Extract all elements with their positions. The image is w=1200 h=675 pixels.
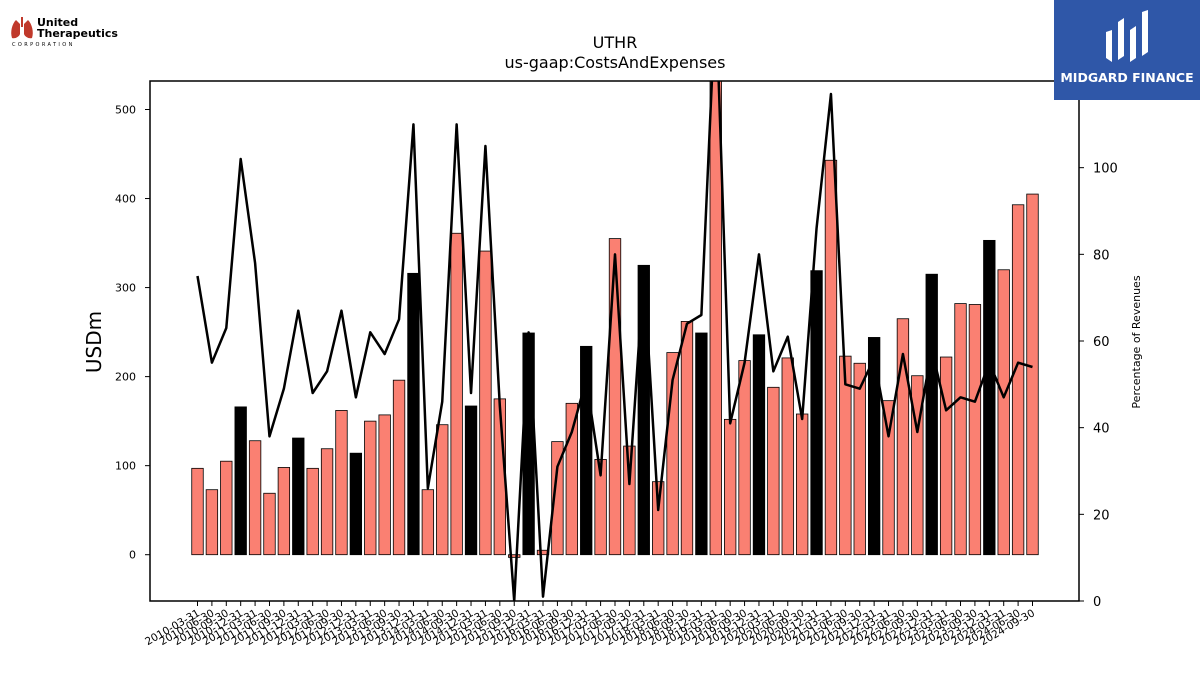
bar	[954, 303, 967, 556]
bar	[810, 270, 823, 556]
bar	[824, 159, 838, 556]
bar	[896, 318, 910, 556]
lungs-icon: United Therapeutics CORPORATION	[11, 16, 118, 48]
logo-line1: United	[37, 16, 78, 29]
bar	[997, 269, 1010, 556]
y2-tick-label: 100	[1093, 162, 1118, 177]
bar	[378, 414, 391, 556]
bar	[781, 357, 794, 556]
bar	[479, 250, 492, 556]
bar	[508, 554, 521, 558]
bar	[724, 418, 737, 556]
logo-line2: Therapeutics	[37, 27, 118, 40]
y2-axis-label: Percentage of Revenues	[1130, 275, 1143, 408]
bar	[752, 334, 766, 556]
bar	[436, 424, 449, 556]
bar	[277, 467, 291, 556]
bar	[306, 467, 319, 556]
chart-title: UTHR	[593, 33, 638, 52]
bar	[867, 337, 881, 556]
midgard-mark-icon	[1106, 10, 1148, 62]
bar	[335, 410, 348, 556]
bar	[551, 441, 564, 556]
bar	[983, 239, 996, 556]
bar	[320, 448, 334, 556]
bar	[623, 445, 636, 556]
bar	[191, 467, 204, 556]
bar	[220, 460, 233, 556]
bar	[580, 345, 593, 556]
y2-tick-label: 80	[1093, 248, 1110, 263]
midgard-finance-text: MIDGARD FINANCE	[1060, 70, 1194, 85]
bar	[407, 272, 420, 556]
bar	[853, 362, 866, 556]
bar	[695, 332, 708, 556]
y-tick-label: 0	[129, 549, 136, 562]
bar	[1011, 204, 1025, 556]
bar	[911, 375, 924, 556]
bar	[738, 360, 751, 556]
bar	[464, 405, 478, 556]
bar	[709, 81, 722, 556]
y-tick-label: 400	[115, 193, 136, 206]
y2-axis-ticks: 0 20 40 60 80 100	[1079, 162, 1118, 610]
bar	[421, 489, 435, 556]
bar	[925, 273, 938, 556]
bar	[522, 332, 535, 556]
percentage-line	[196, 81, 1033, 601]
x-axis-ticks: 2010-03-312010-06-302010-09-302010-12-31…	[143, 601, 1037, 648]
y2-tick-label: 60	[1093, 335, 1110, 350]
logo-line3: CORPORATION	[12, 42, 75, 48]
bar	[349, 452, 363, 556]
bar	[1026, 193, 1039, 556]
y2-tick-label: 20	[1093, 508, 1110, 523]
bar	[364, 420, 377, 556]
united-therapeutics-logo: United Therapeutics CORPORATION	[10, 16, 120, 48]
y-tick-label: 200	[115, 371, 136, 384]
bar	[666, 352, 679, 556]
y-tick-label: 500	[115, 103, 136, 116]
y-axis-label: USDm	[82, 311, 106, 373]
line-group	[196, 81, 1033, 601]
y-tick-label: 100	[115, 460, 136, 473]
y-axis-ticks: 0 100 200 300 400 500	[115, 103, 150, 562]
bar	[882, 400, 895, 556]
bar	[234, 406, 247, 556]
bar	[968, 304, 982, 556]
bar	[248, 440, 262, 556]
bar	[839, 355, 852, 556]
bar	[392, 379, 406, 556]
bars-group	[191, 81, 1039, 558]
bar	[680, 321, 694, 556]
midgard-finance-logo: MIDGARD FINANCE	[1054, 0, 1200, 100]
bar	[450, 232, 463, 556]
bar	[796, 413, 809, 556]
chart-subtitle: us-gaap:CostsAndExpenses	[505, 53, 726, 72]
y-tick-label: 300	[115, 282, 136, 295]
bar	[205, 489, 219, 556]
bar	[263, 492, 276, 556]
y2-tick-label: 40	[1093, 422, 1110, 437]
bar	[767, 386, 780, 556]
bar	[652, 481, 665, 556]
bar	[608, 238, 622, 556]
bar	[939, 356, 953, 556]
bar	[637, 264, 650, 556]
bar	[565, 402, 578, 556]
y2-tick-label: 0	[1093, 595, 1101, 610]
bar	[292, 437, 305, 556]
